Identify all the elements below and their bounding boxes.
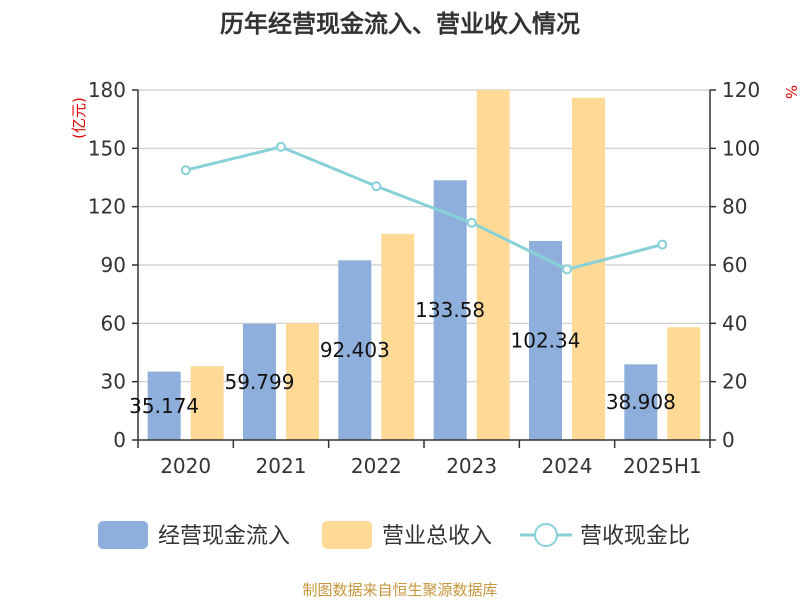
legend-swatch (322, 521, 372, 549)
chart-title: 历年经营现金流入、营业收入情况 (220, 10, 580, 38)
x-tick-label: 2022 (351, 454, 402, 478)
x-tick-label: 2020 (160, 454, 211, 478)
cash-inflow-bar[interactable] (433, 180, 467, 440)
gridlines (138, 89, 710, 383)
revenue-bar[interactable] (190, 366, 224, 440)
right-tick-label: 80 (722, 195, 747, 219)
revenue-bar[interactable] (476, 90, 510, 440)
axes: 0 30 60 90 120 150 180 0 20 40 60 80 100 120 2020 2021 2… (88, 78, 760, 478)
x-tick-label: 2025H1 (623, 454, 702, 478)
ratio-line (180, 141, 668, 275)
legend-label: 经营现金流入 (158, 524, 290, 549)
ratio-line-path (185, 145, 663, 271)
cash-inflow-value-label: 35.174 (129, 394, 199, 418)
cash-inflow-value-label: 38.908 (606, 390, 676, 414)
right-tick-label: 20 (722, 370, 747, 394)
legend-label: 营业总收入 (382, 524, 492, 549)
revenue-bar[interactable] (667, 327, 701, 440)
legend[interactable]: 经营现金流入 营业总收入 营收现金比 (98, 521, 690, 549)
legend-marker (534, 523, 558, 547)
ratio-point[interactable] (562, 264, 572, 275)
left-tick-label: 0 (113, 428, 126, 452)
legend-swatch (98, 521, 148, 549)
left-tick-label: 180 (88, 78, 126, 102)
right-tick-label: 40 (722, 311, 747, 335)
source-note: 制图数据来自恒生聚源数据库 (302, 581, 497, 599)
right-tick-label: 100 (722, 136, 760, 160)
ratio-point[interactable] (466, 217, 477, 228)
revenue-bar[interactable] (381, 233, 415, 440)
ratio-point[interactable] (276, 141, 286, 152)
cash-inflow-bar[interactable] (624, 364, 658, 440)
ratio-point[interactable] (371, 181, 382, 192)
right-axis-unit: % (782, 85, 800, 99)
left-axis-unit: (亿元) (70, 97, 88, 139)
cash-inflow-value-label: 92.403 (320, 338, 390, 362)
left-tick-label: 60 (101, 311, 126, 335)
legend-ratio[interactable]: 营收现金比 (520, 523, 690, 549)
cash-inflow-bar[interactable] (243, 323, 276, 440)
legend-cash-inflow[interactable]: 经营现金流入 (98, 521, 290, 549)
revenue-bar[interactable] (572, 97, 605, 441)
x-tick-label: 2024 (542, 454, 593, 478)
cash-inflow-value-label: 102.34 (511, 329, 581, 353)
legend-label: 营收现金比 (580, 524, 690, 549)
bars (147, 90, 701, 441)
cash-inflow-bar[interactable] (338, 260, 372, 440)
cash-inflow-value-label: 59.799 (225, 370, 295, 394)
left-tick-label: 30 (101, 370, 126, 394)
x-tick-label: 2023 (446, 454, 497, 478)
cash-inflow-value-label: 133.58 (415, 298, 485, 322)
left-tick-label: 150 (88, 136, 126, 160)
cash-inflow-bar[interactable] (529, 241, 562, 440)
revenue-bar[interactable] (286, 323, 319, 440)
ratio-point[interactable] (180, 165, 191, 176)
x-tick-label: 2021 (256, 454, 307, 478)
cash-inflow-bar[interactable] (147, 371, 181, 440)
left-tick-label: 90 (101, 253, 126, 277)
legend-revenue[interactable]: 营业总收入 (322, 521, 492, 549)
bar-value-labels: 35.174 59.799 92.403 133.58 102.34 38.908 (129, 298, 676, 418)
ratio-point[interactable] (657, 239, 668, 250)
left-tick-label: 120 (88, 195, 126, 219)
right-tick-label: 60 (722, 253, 747, 277)
right-tick-label: 0 (722, 428, 735, 452)
right-tick-label: 120 (722, 78, 760, 102)
